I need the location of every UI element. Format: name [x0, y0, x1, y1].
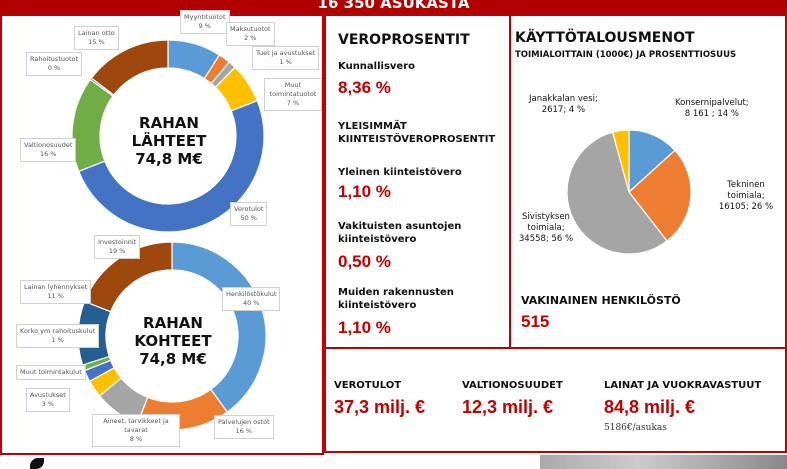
label-pct: 1 % [279, 58, 292, 66]
label-pct: 9 % [198, 22, 211, 30]
state-share-label: VALTIONOSUUDET [462, 380, 563, 391]
residential-label: Vakituisten asuntojen kiinteistövero [338, 221, 462, 245]
label-name: Avustukset [30, 391, 66, 399]
label-pct: 40 % [242, 299, 260, 307]
label-pct: 16 % [39, 150, 57, 158]
tax-income-label: VEROTULOT [334, 380, 402, 391]
opex-slice-2 [566, 131, 668, 255]
staff-value: 515 [521, 312, 550, 331]
label-pct: 0 % [47, 64, 61, 72]
opex-panel: KÄYTTÖTALOUSMENOT TOIMIALOITTAIN (1000€)… [509, 14, 787, 349]
uses-label-4: Muut toimintakulut [16, 365, 86, 380]
sources-slice-4 [77, 99, 265, 233]
state-share-value: 12,3 milj. € [462, 397, 554, 417]
per-capita: 5186€/asukas [604, 423, 667, 433]
general-value: 1,10 % [338, 182, 391, 201]
landscape-photo [540, 455, 787, 469]
label-name: Lainan lyhennykset [24, 283, 88, 291]
loans-label: LAINAT JA VUOKRAVASTUUT [604, 380, 762, 391]
label-pct: 50 % [240, 214, 257, 222]
label-name: Rahoitustuotot [30, 55, 79, 63]
label-name: Valtionosuudet [24, 141, 73, 149]
label-pct: 2 % [244, 34, 257, 42]
uses-slice-7 [83, 241, 173, 313]
uses-label-7: Investoinnit 19 % [94, 235, 141, 259]
label-name: Palvelujen ostot [218, 418, 270, 426]
opex-slice-1 [628, 149, 692, 242]
sources-slice-5 [71, 78, 114, 173]
label-name: Aineet, tarvikkeet ja tavarat [103, 417, 169, 434]
label-name: Maksutuotot [230, 25, 271, 33]
uses-label-3: Avustukset 3 % [26, 388, 70, 412]
label-name: Tuet ja avustukset [256, 49, 316, 57]
uses-label-6: Lainan lyhennykset 11 % [20, 280, 92, 304]
sources-label-7: Lainan otto 15 % [74, 26, 119, 50]
property-title: YLEISIMMÄT KIINTEISTÖVEROPROSENTIT [338, 121, 496, 145]
label-name: Myyntituotot [184, 13, 226, 21]
label-name: Muut toimintatuotot [269, 81, 317, 98]
funding-panel: RAHAN LÄHTEET 74,8 M€ RAHAN KOHTEET 74,8 M€ … [0, 10, 324, 455]
pie-label-water: Janakkalan vesi; 2617; 4 % [529, 94, 598, 115]
sources-donut [71, 39, 267, 431]
opex-slice-3 [611, 129, 630, 193]
tax-title: VEROPROSENTIT [338, 32, 470, 48]
label-pct: 3 % [41, 400, 55, 408]
sources-slice-7 [90, 39, 169, 96]
population-title: 16 350 ASUKASTA [317, 0, 470, 12]
other-label: Muiden rakennusten kiinteistövero [338, 287, 454, 311]
uses-label-5: Korko ym rahoituskulut 1 % [16, 324, 100, 348]
other-value: 1,10 % [338, 318, 391, 337]
opex-pie [566, 129, 692, 255]
loans-value: 84,8 milj. € [604, 397, 696, 417]
sources-label-4: Verotulot 50 % [230, 202, 268, 226]
sources-label-5: Valtionosuudet 16 % [20, 138, 77, 162]
uses-label-2: Aineet, tarvikkeet ja tavarat 8 % [92, 414, 180, 447]
header-banner: 16 350 ASUKASTA [0, 0, 787, 14]
residential-value: 0,50 % [338, 252, 391, 271]
sources-label-2: Tuet ja avustukset 1 % [252, 46, 320, 70]
sources-label-3: Muut toimintatuotot 7 % [264, 78, 322, 111]
label-pct: 1 % [51, 336, 64, 344]
staff-label: VAKINAINEN HENKILÖSTÖ [521, 294, 681, 307]
label-name: Lainan otto [78, 29, 115, 37]
label-pct: 19 % [108, 247, 126, 255]
label-pct: 15 % [88, 38, 105, 46]
uses-label-1: Palvelujen ostot 16 % [214, 415, 274, 439]
logo-icon [30, 458, 44, 469]
label-pct: 16 % [235, 427, 253, 435]
pie-label-group: Konsernipalvelut; 8 161 ; 14 % [675, 98, 749, 119]
label-pct: 11 % [47, 292, 64, 300]
sources-label-0: Myyntituotot 9 % [180, 10, 230, 34]
sources-label-6: Rahoitustuotot 0 % [26, 52, 83, 76]
summary-panel: VEROTULOT 37,3 milj. € VALTIONOSUUDET 12… [324, 347, 787, 453]
uses-slice-0 [171, 241, 267, 413]
general-label: Yleinen kiinteistövero [338, 167, 462, 178]
opex-subtitle: TOIMIALOITTAIN (1000€) JA PROSENTTIOSUUS [515, 50, 737, 60]
tax-panel: VEROPROSENTIT Kunnallisvero 8,36 % YLEIS… [324, 14, 511, 349]
uses-center: RAHAN KOHTEET 74,8 M€ [134, 314, 212, 368]
label-pct: 7 % [286, 99, 300, 107]
uses-label-0: Henkilöstökulut 40 % [222, 287, 281, 311]
pie-label-technical: Tekninen toimiala; 16105; 26 % [718, 180, 774, 212]
sources-label-1: Maksutuotot 2 % [226, 22, 275, 46]
sources-center: RAHAN LÄHTEET 74,8 M€ [131, 114, 207, 168]
tax-income-value: 37,3 milj. € [334, 397, 426, 417]
label-pct: 8 % [129, 435, 143, 443]
label-name: Henkilöstökulut [226, 290, 277, 298]
pie-label-education: Sivistyksen toimiala; 34558; 56 % [518, 212, 574, 244]
label-name: Investoinnit [98, 238, 137, 246]
opex-title: KÄYTTÖTALOUSMENOT [515, 30, 695, 46]
label-name: Muut toimintakulut [20, 368, 82, 376]
label-name: Verotulot [234, 205, 264, 213]
label-name: Korko ym rahoituskulut [20, 327, 96, 335]
municipal-label: Kunnallisvero [338, 61, 416, 72]
municipal-value: 8,36 % [338, 78, 391, 97]
